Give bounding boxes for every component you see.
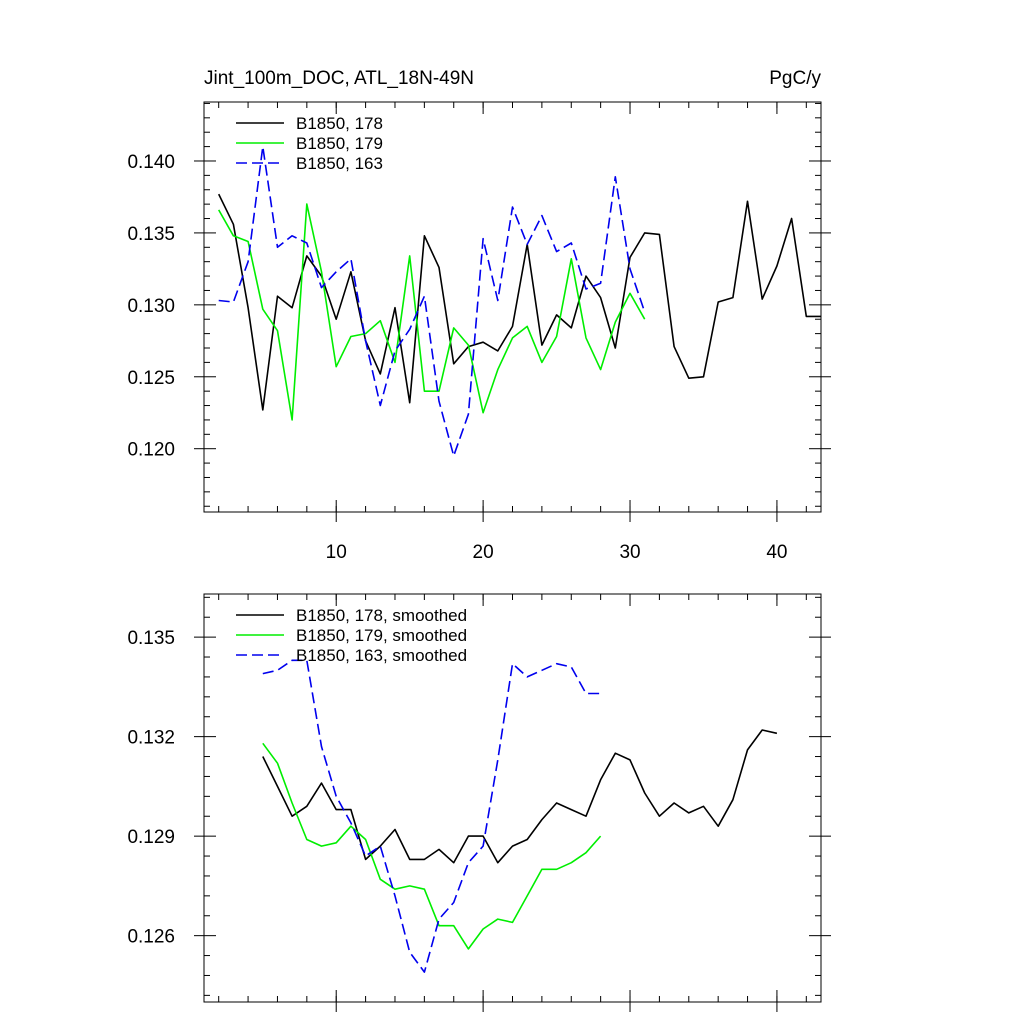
top-series-line-0 bbox=[217, 193, 821, 411]
bottom-y-tick-label: 0.129 bbox=[127, 827, 175, 848]
bottom-series-line-1 bbox=[262, 742, 602, 950]
top-x-tick-label: 30 bbox=[619, 542, 640, 563]
top-y-tick-label: 0.135 bbox=[127, 224, 175, 245]
bottom-axis-ticks: 0.126 0.129 0.132 0.135 bbox=[127, 594, 831, 1012]
top-chart-title: Jint_100m_DOC, ATL_18N-49N bbox=[204, 68, 474, 89]
top-legend-label-1: B1850, 179 bbox=[296, 134, 383, 153]
top-series-line-1 bbox=[218, 203, 646, 421]
top-series-line-2 bbox=[218, 145, 646, 457]
top-y-tick-label: 0.140 bbox=[127, 152, 175, 173]
top-series-lines bbox=[217, 145, 821, 457]
bottom-series-line-2 bbox=[262, 659, 601, 973]
bottom-legend-label-0: B1850, 178, smoothed bbox=[296, 606, 467, 625]
top-y-tick-label: 0.130 bbox=[127, 296, 175, 317]
bottom-y-tick-label: 0.126 bbox=[127, 927, 175, 948]
top-axis-ticks: 10 20 30 40 0.120 0.125 0.130 0.135 0.140 bbox=[127, 102, 831, 563]
top-y-tick-label: 0.125 bbox=[127, 368, 175, 389]
top-x-tick-label: 20 bbox=[473, 542, 494, 563]
top-legend-label-0: B1850, 178 bbox=[296, 114, 383, 133]
bottom-series-lines bbox=[262, 659, 778, 973]
bottom-y-tick-label: 0.132 bbox=[127, 728, 175, 749]
top-x-tick-label: 40 bbox=[766, 542, 787, 563]
bottom-y-tick-label: 0.135 bbox=[127, 628, 175, 649]
bottom-legend-label-2: B1850, 163, smoothed bbox=[296, 646, 467, 665]
bottom-series-line-0 bbox=[262, 729, 778, 864]
top-legend-label-2: B1850, 163 bbox=[296, 154, 383, 173]
top-y-tick-label: 0.120 bbox=[127, 440, 175, 461]
top-x-tick-label: 10 bbox=[326, 542, 347, 563]
bottom-legend-label-1: B1850, 179, smoothed bbox=[296, 626, 467, 645]
top-chart-units: PgC/y bbox=[769, 68, 821, 89]
